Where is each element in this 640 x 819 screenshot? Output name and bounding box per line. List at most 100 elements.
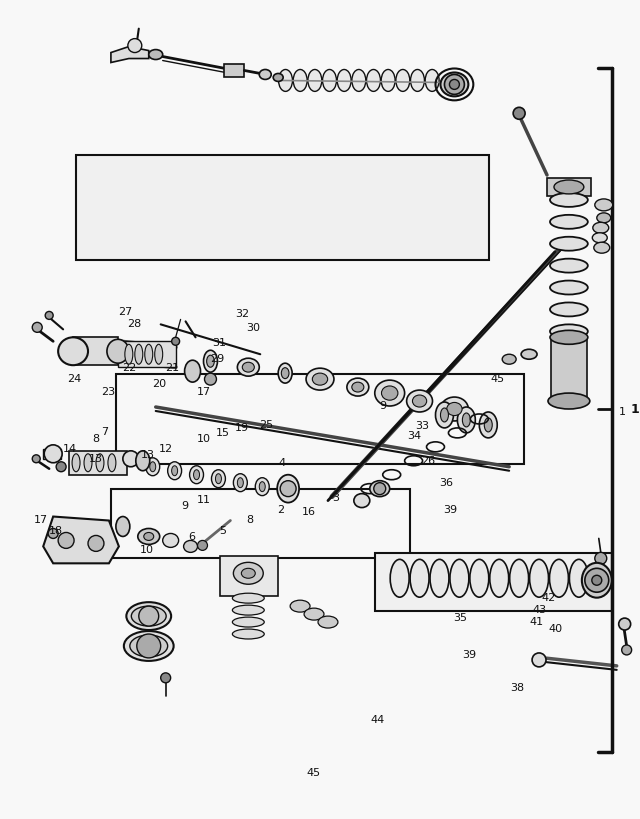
Ellipse shape — [548, 394, 590, 410]
Text: 8: 8 — [92, 433, 99, 443]
Ellipse shape — [189, 466, 204, 484]
Ellipse shape — [550, 238, 588, 251]
Text: 9: 9 — [379, 400, 386, 410]
Ellipse shape — [278, 70, 292, 93]
Text: 11: 11 — [197, 494, 211, 505]
Bar — [220, 557, 278, 596]
Ellipse shape — [126, 603, 171, 631]
Circle shape — [44, 446, 62, 464]
Text: 18: 18 — [49, 525, 63, 535]
Text: 13: 13 — [141, 450, 155, 459]
Ellipse shape — [381, 70, 395, 93]
Ellipse shape — [435, 403, 453, 428]
Ellipse shape — [440, 397, 468, 422]
Bar — [375, 554, 612, 611]
Text: 21: 21 — [165, 362, 179, 372]
Ellipse shape — [550, 325, 588, 339]
Ellipse shape — [595, 200, 612, 211]
Text: 24: 24 — [68, 373, 82, 383]
Ellipse shape — [440, 74, 468, 97]
Ellipse shape — [234, 563, 263, 585]
Ellipse shape — [211, 470, 225, 488]
Ellipse shape — [312, 373, 328, 386]
Ellipse shape — [550, 331, 588, 345]
Ellipse shape — [184, 541, 198, 553]
Text: 40: 40 — [548, 623, 563, 633]
Text: 12: 12 — [159, 444, 173, 454]
Ellipse shape — [458, 408, 476, 433]
Text: 29: 29 — [210, 354, 224, 364]
Ellipse shape — [108, 455, 116, 472]
Circle shape — [161, 673, 171, 683]
Text: 45: 45 — [307, 767, 321, 777]
Ellipse shape — [596, 214, 611, 224]
Text: 8: 8 — [246, 514, 253, 525]
Ellipse shape — [354, 494, 370, 508]
Ellipse shape — [462, 414, 470, 428]
Text: 1: 1 — [630, 403, 639, 416]
Ellipse shape — [168, 462, 182, 480]
Ellipse shape — [273, 75, 283, 83]
Text: 23: 23 — [101, 387, 115, 396]
Ellipse shape — [430, 559, 449, 597]
Text: 7: 7 — [101, 427, 108, 437]
Ellipse shape — [135, 345, 143, 364]
Bar — [225, 65, 244, 79]
Ellipse shape — [337, 70, 351, 93]
Ellipse shape — [347, 378, 369, 396]
Ellipse shape — [570, 559, 588, 597]
Ellipse shape — [237, 478, 243, 488]
Circle shape — [172, 338, 180, 346]
Text: 39: 39 — [444, 504, 458, 514]
Ellipse shape — [277, 475, 299, 503]
Ellipse shape — [412, 396, 427, 408]
Ellipse shape — [490, 559, 509, 597]
Text: 36: 36 — [439, 478, 453, 488]
Circle shape — [595, 553, 607, 564]
Polygon shape — [111, 48, 148, 63]
Ellipse shape — [479, 413, 497, 438]
Text: 16: 16 — [301, 506, 316, 517]
Ellipse shape — [470, 559, 489, 597]
Text: 33: 33 — [415, 421, 429, 431]
Ellipse shape — [582, 563, 612, 598]
Ellipse shape — [116, 517, 130, 536]
Ellipse shape — [204, 351, 218, 373]
Bar — [76, 156, 489, 260]
Ellipse shape — [554, 181, 584, 195]
Text: 39: 39 — [463, 649, 477, 659]
Text: 34: 34 — [407, 431, 421, 441]
Ellipse shape — [145, 345, 153, 364]
Circle shape — [128, 39, 142, 53]
Text: 42: 42 — [541, 592, 556, 602]
Text: 14: 14 — [63, 444, 77, 454]
Text: 44: 44 — [370, 714, 385, 724]
Ellipse shape — [241, 568, 255, 578]
Bar — [118, 342, 175, 368]
Ellipse shape — [323, 70, 337, 93]
Ellipse shape — [304, 609, 324, 620]
Ellipse shape — [232, 605, 264, 615]
Text: 10: 10 — [140, 545, 154, 554]
Circle shape — [532, 653, 546, 667]
Ellipse shape — [163, 534, 179, 548]
Text: 19: 19 — [235, 423, 250, 432]
Ellipse shape — [125, 345, 133, 364]
Ellipse shape — [425, 70, 439, 93]
Ellipse shape — [278, 364, 292, 383]
Ellipse shape — [352, 382, 364, 392]
Ellipse shape — [207, 355, 214, 368]
Ellipse shape — [138, 529, 160, 545]
Ellipse shape — [84, 455, 92, 472]
Circle shape — [205, 373, 216, 386]
Text: 28: 28 — [127, 319, 141, 329]
Text: 22: 22 — [122, 362, 136, 372]
Circle shape — [32, 455, 40, 464]
Text: 17: 17 — [34, 514, 48, 525]
Ellipse shape — [306, 369, 334, 391]
Text: 30: 30 — [246, 323, 260, 333]
Bar — [547, 179, 591, 197]
Ellipse shape — [447, 403, 462, 416]
Ellipse shape — [550, 303, 588, 317]
Text: 25: 25 — [259, 419, 273, 429]
